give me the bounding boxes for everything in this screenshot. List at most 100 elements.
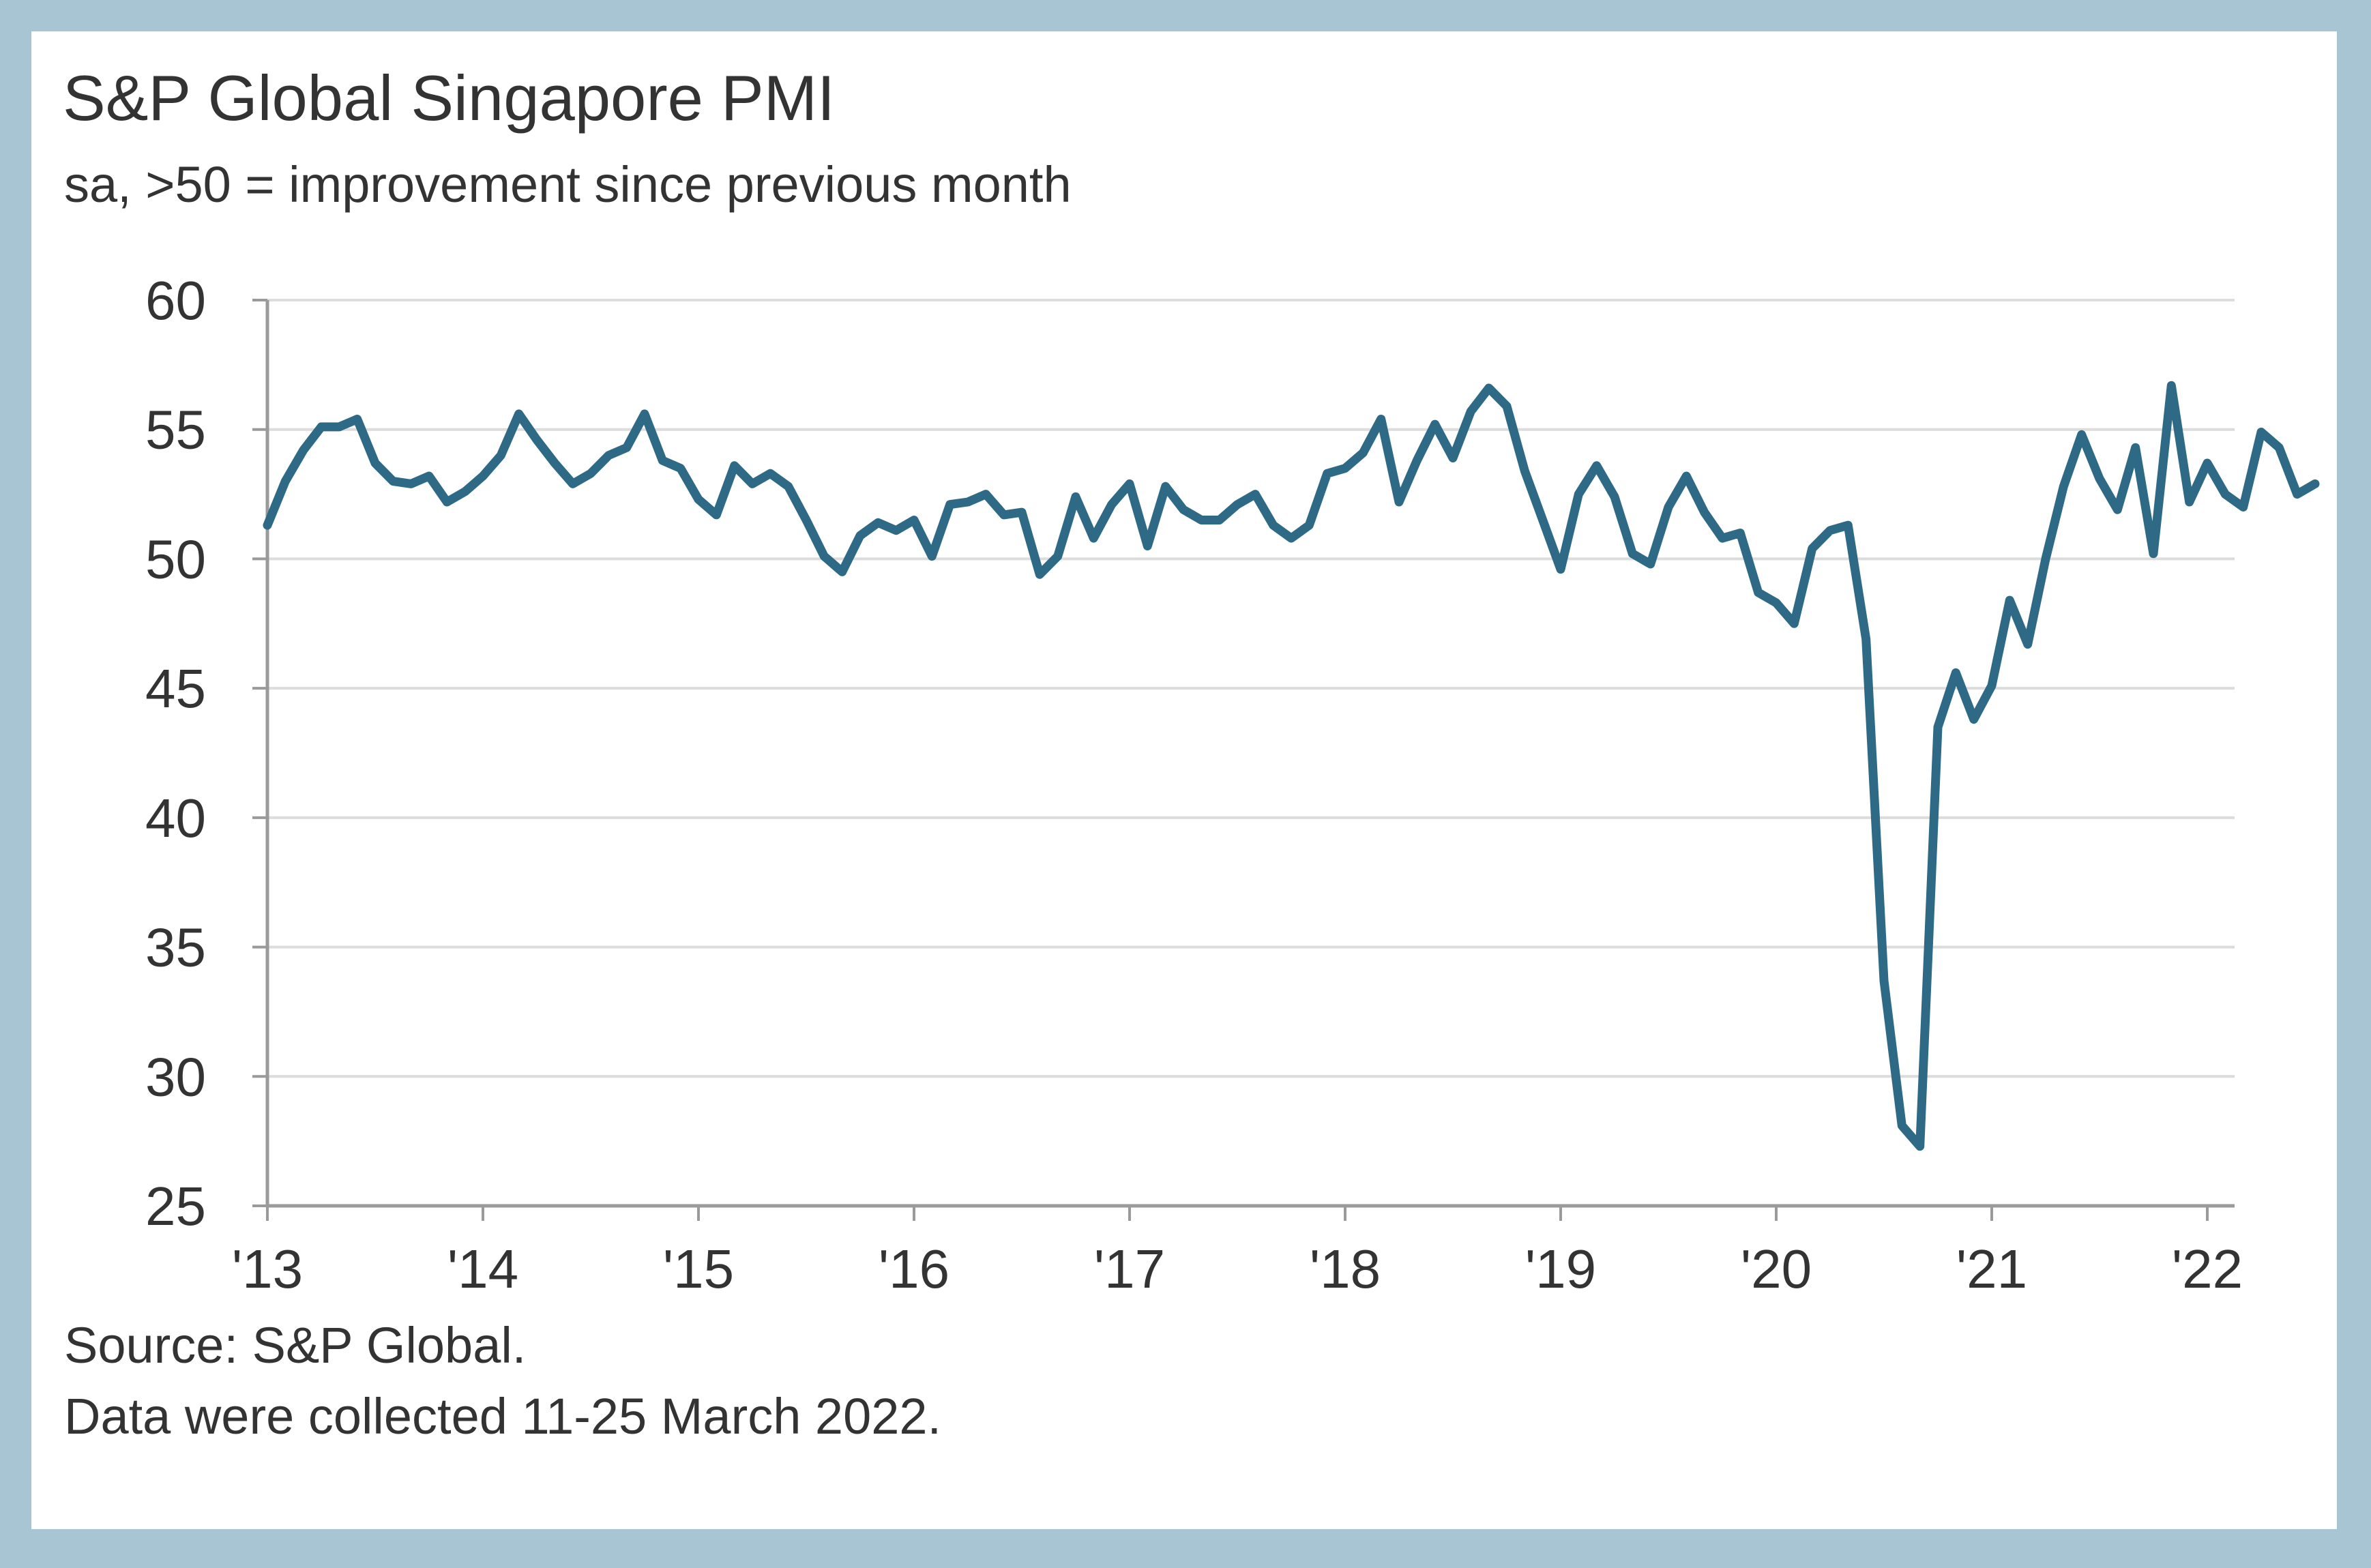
data-point [1880,976,1888,985]
data-point [1898,1121,1906,1130]
chart-title: S&P Global Singapore PMI [63,62,836,134]
y-axis-ticks: 60 55 50 45 40 35 30 25 [145,270,267,1237]
data-point [838,567,846,576]
data-point [1072,492,1080,501]
axes [265,300,2235,1208]
data-point [1197,516,1206,524]
data-point [1808,544,1816,553]
x-tick-label-6: '19 [1525,1239,1596,1299]
source-note: Source: S&P Global. [64,1317,527,1374]
data-point [910,516,918,524]
data-point [802,516,810,524]
data-point [1736,529,1745,537]
data-point [928,552,937,561]
data-point [1988,681,1996,690]
data-point [1592,461,1601,470]
data-point [1574,490,1583,499]
data-point [1215,516,1224,524]
data-point [1125,479,1134,488]
data-point [1269,521,1278,530]
data-point [568,479,577,488]
data-point [514,409,523,418]
data-point [1664,503,1673,512]
data-point [2311,479,2319,488]
data-point [263,521,271,530]
series [263,381,2320,1151]
y-tick-label-40: 40 [145,788,206,848]
data-point [658,456,667,465]
data-point [2221,490,2230,499]
data-point [1952,668,1960,677]
x-tick-label-3: '16 [879,1239,949,1299]
data-point [371,459,379,468]
data-point [2203,459,2211,468]
data-point [784,482,793,491]
data-point [1915,1142,1924,1151]
data-point [1376,415,1385,424]
y-tick-label-25: 25 [145,1176,206,1237]
data-point [820,552,829,561]
data-point [640,409,649,418]
data-point [676,464,685,473]
y-tick-label-45: 45 [145,658,206,719]
data-point [945,500,954,509]
x-tick-label-1: '14 [447,1239,518,1299]
data-point [1430,420,1439,429]
data-point [2023,640,2032,649]
data-point [1035,570,1044,579]
data-point [2059,482,2068,491]
data-point [1053,552,1062,561]
collection-note: Data were collected 11-25 March 2022. [64,1388,942,1445]
data-point [2167,381,2176,390]
data-point [460,487,469,496]
data-point [299,446,308,455]
data-point [694,495,703,504]
data-point [748,479,756,488]
data-point [1305,521,1314,530]
data-point [443,497,452,506]
data-point [1251,490,1260,499]
y-tick-label-60: 60 [145,270,206,331]
data-point [479,472,487,481]
data-point [587,469,595,478]
data-point [1323,469,1331,478]
data-point [1233,500,1241,509]
data-point [999,510,1008,519]
data-point [2077,430,2086,439]
data-point [622,443,631,452]
x-tick-label-5: '18 [1310,1239,1381,1299]
y-tick-label-55: 55 [145,400,206,460]
data-point [2257,428,2265,437]
data-point [1790,619,1799,628]
y-tick-label-35: 35 [145,917,206,978]
data-point [2275,443,2284,452]
x-tick-label-0: '13 [232,1239,303,1299]
data-point [2095,474,2104,483]
data-point [1969,715,1978,724]
x-tick-label-2: '15 [663,1239,734,1299]
data-point [1143,542,1152,550]
data-point [1484,384,1493,393]
data-point [1682,472,1691,481]
data-point [766,469,775,478]
data-point [964,497,972,506]
data-point [533,435,541,444]
data-point [353,415,362,424]
data-point [874,518,883,527]
data-point [1341,464,1349,473]
data-point [712,510,721,519]
data-point [1754,588,1763,597]
x-tick-label-7: '20 [1741,1239,1812,1299]
chart-card [31,31,2337,1529]
data-point [497,451,505,460]
data-point [982,490,990,499]
data-point [281,477,290,486]
data-point [389,477,398,486]
data-point [2005,596,2014,605]
data-point [1018,508,1026,517]
data-point [550,459,559,468]
data-point [1646,560,1655,569]
y-tick-label-50: 50 [145,529,206,589]
x-tick-label-4: '17 [1094,1239,1165,1299]
